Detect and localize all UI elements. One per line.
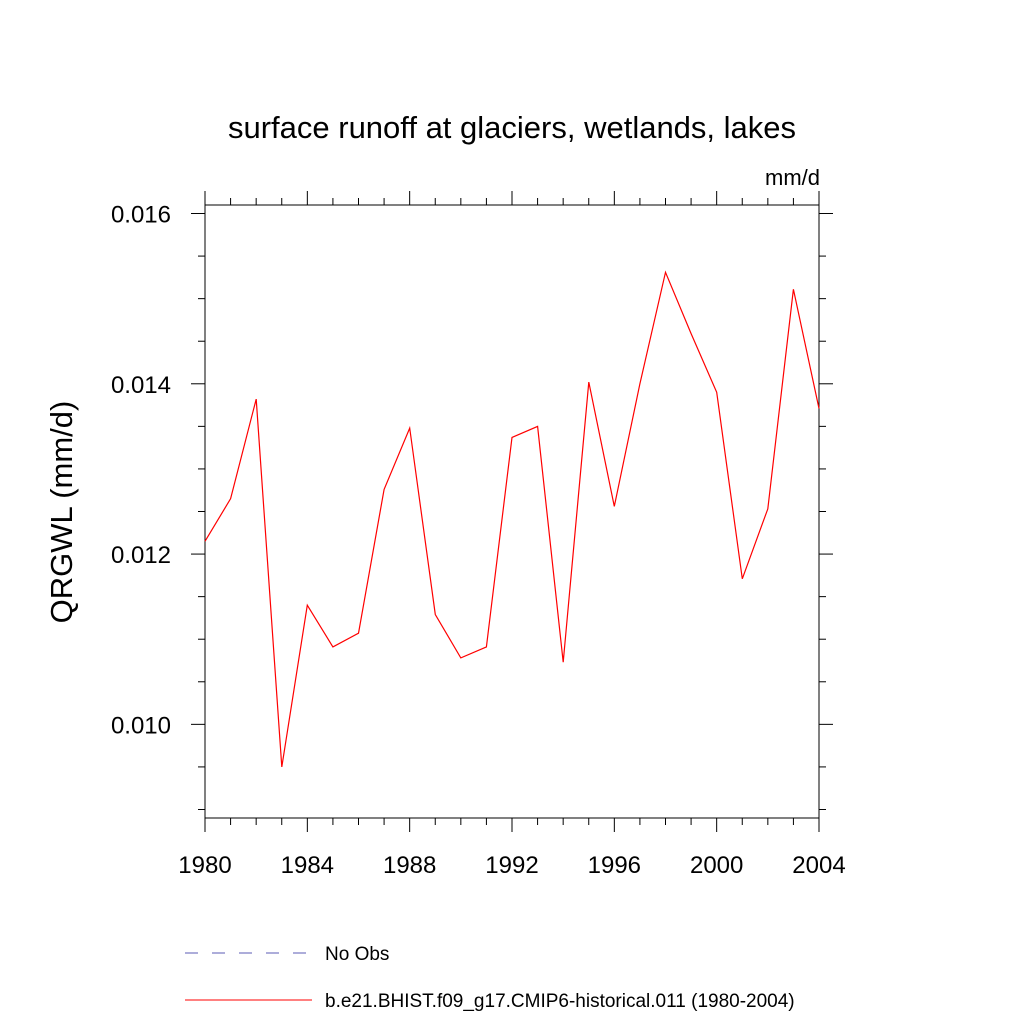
x-tick-label: 1996 <box>588 852 641 879</box>
x-tick-label: 1980 <box>178 852 231 879</box>
chart-title: surface runoff at glaciers, wetlands, la… <box>228 110 796 145</box>
y-axis-label: QRGWL (mm/d) <box>44 401 79 624</box>
series-line <box>204 270 820 767</box>
x-tick-label: 1984 <box>281 852 334 879</box>
x-tick-label: 1988 <box>383 852 436 879</box>
y-tick-label: 0.010 <box>111 712 171 739</box>
y-tick-label: 0.016 <box>111 202 171 229</box>
legend-label: b.e21.BHIST.f09_g17.CMIP6-historical.011… <box>325 991 795 1012</box>
axis-ticks <box>191 191 833 832</box>
y-tick-label: 0.014 <box>111 372 171 399</box>
plot-frame <box>204 204 820 819</box>
x-tick-label: 1992 <box>485 852 538 879</box>
series-group <box>204 270 820 767</box>
x-tick-label: 2004 <box>792 852 845 879</box>
units-label: mm/d <box>765 165 820 190</box>
legend-label: No Obs <box>325 944 389 965</box>
axis-tick-labels: 1980 1984 1988 1992 1996 2000 2004 0.010 0.012 0.… <box>111 202 846 879</box>
legend: No Obs b.e21.BHIST.f09_g17.CMIP6-historic… <box>185 944 795 1012</box>
x-tick-label: 2000 <box>690 852 743 879</box>
y-tick-label: 0.012 <box>111 542 171 569</box>
